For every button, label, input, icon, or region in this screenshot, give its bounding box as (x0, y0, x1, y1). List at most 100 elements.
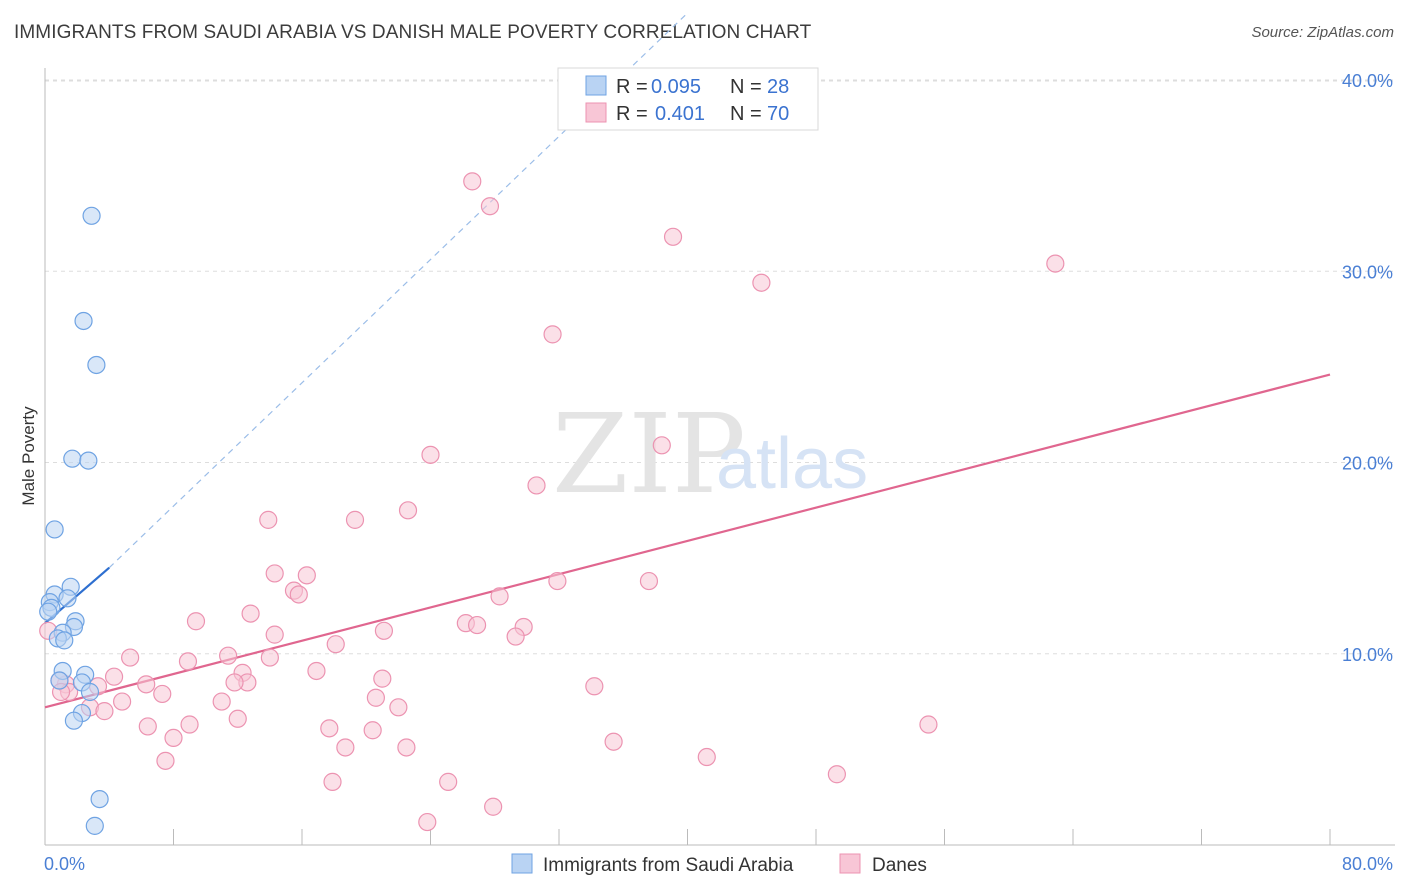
danes-point-11 (259, 510, 278, 529)
grid-layer (45, 79, 1395, 655)
saudi-point-1 (74, 311, 93, 331)
bottom-legend-label-0: Immigrants from Saudi Arabia (543, 855, 794, 876)
saudi-point-2 (87, 355, 106, 375)
danes-point-19 (241, 604, 260, 623)
danes-point-9 (398, 501, 418, 520)
legend-r-value-1: 0.401 (655, 103, 705, 125)
danes-point-61 (697, 747, 716, 767)
danes-point-51 (228, 709, 247, 728)
y-tick-label-3: 40.0% (1342, 71, 1393, 91)
x-tick-label-0: 0.0% (44, 854, 85, 874)
danes-point-37 (137, 675, 156, 694)
danes-point-50 (95, 702, 114, 721)
danes-point-34 (104, 667, 124, 686)
legend-n-value-0: 28 (767, 76, 789, 98)
danes-point-64 (323, 772, 342, 791)
danes-point-14 (548, 571, 567, 591)
danes-trend-line (44, 373, 1331, 709)
legend-n-label-0: N = (730, 76, 762, 98)
danes-point-22 (467, 615, 487, 635)
saudi-point-16 (55, 631, 74, 650)
danes-point-48 (389, 698, 408, 717)
danes-point-56 (363, 721, 382, 740)
legend: R = 0.095 N = 28 R = 0.401 N = 70 (557, 67, 819, 131)
legend-n-label-1: N = (730, 103, 762, 125)
saudi-point-0 (82, 206, 101, 225)
bottom-legend-label-1: Danes (872, 855, 927, 876)
danes-point-6 (421, 445, 440, 464)
danes-point-62 (156, 751, 175, 770)
danes-point-52 (180, 715, 199, 734)
danes-point-30 (178, 652, 198, 671)
chart-title: IMMIGRANTS FROM SAUDI ARABIA VS DANISH M… (14, 22, 812, 43)
danes-point-35 (373, 669, 392, 688)
danes-point-15 (639, 571, 659, 591)
saudi-point-23 (64, 711, 84, 730)
watermark: ZIP atlas (552, 390, 868, 518)
danes-point-47 (212, 692, 231, 711)
points-layer (39, 172, 1065, 835)
saudi-point-24 (90, 789, 109, 809)
danes-point-2 (663, 227, 683, 246)
danes-point-13 (297, 566, 316, 585)
danes-point-46 (112, 692, 132, 711)
danes-point-59 (336, 738, 355, 757)
x-tick-labels: 0.0% 80.0% (44, 854, 1393, 874)
danes-point-63 (827, 765, 846, 784)
source-label: Source: ZipAtlas.com (1251, 24, 1394, 41)
watermark-zip: ZIP (552, 390, 746, 518)
danes-point-54 (919, 715, 938, 734)
danes-point-39 (225, 673, 244, 692)
danes-point-12 (265, 564, 284, 583)
saudi-point-19 (50, 671, 69, 690)
watermark-atlas: atlas (716, 424, 868, 504)
saudi-point-11 (39, 602, 58, 621)
legend-n-value-1: 70 (767, 103, 789, 125)
danes-point-43 (153, 684, 172, 704)
bottom-legend-swatch-blue (511, 853, 533, 874)
danes-point-28 (219, 646, 238, 665)
bottom-legend-swatch-pink (839, 853, 861, 874)
danes-point-25 (265, 625, 284, 644)
legend-r-label-1: R = (616, 103, 648, 125)
danes-point-24 (374, 621, 394, 640)
danes-point-66 (484, 797, 503, 816)
danes-point-3 (1046, 254, 1065, 273)
danes-point-17 (289, 585, 308, 604)
danes-point-58 (604, 732, 623, 751)
danes-point-5 (543, 325, 562, 344)
legend-r-value-0: 0.095 (651, 76, 701, 98)
danes-point-20 (186, 612, 206, 631)
legend-swatch-blue (585, 75, 607, 96)
danes-point-27 (326, 635, 345, 654)
danes-point-32 (307, 661, 326, 681)
y-axis-title: Male Poverty (19, 406, 38, 506)
y-tick-labels: 10.0% 20.0% 30.0% 40.0% (1342, 71, 1393, 665)
saudi-point-21 (80, 682, 100, 702)
bottom-legend: Immigrants from Saudi Arabia Danes (511, 853, 927, 876)
danes-point-45 (366, 688, 385, 707)
danes-point-57 (164, 728, 183, 748)
danes-point-0 (463, 172, 482, 191)
y-tick-label-0: 10.0% (1342, 645, 1393, 665)
danes-point-55 (320, 719, 339, 738)
danes-point-53 (138, 717, 157, 736)
danes-point-4 (752, 273, 771, 292)
danes-point-31 (260, 648, 279, 667)
y-tick-label-1: 20.0% (1342, 454, 1393, 474)
danes-point-65 (439, 772, 458, 791)
saudi-trend-dashed (108, 12, 688, 569)
danes-point-1 (480, 197, 500, 216)
saudi-point-8 (58, 589, 77, 608)
saudi-point-3 (63, 449, 82, 468)
legend-swatch-pink (585, 102, 607, 123)
danes-point-67 (418, 812, 437, 832)
danes-point-18 (490, 587, 509, 606)
saudi-point-5 (45, 520, 64, 539)
y-tick-label-2: 30.0% (1342, 262, 1393, 282)
x-tick-label-1: 80.0% (1342, 854, 1393, 874)
danes-point-10 (345, 510, 365, 529)
danes-point-29 (121, 648, 140, 667)
danes-point-7 (652, 436, 671, 455)
